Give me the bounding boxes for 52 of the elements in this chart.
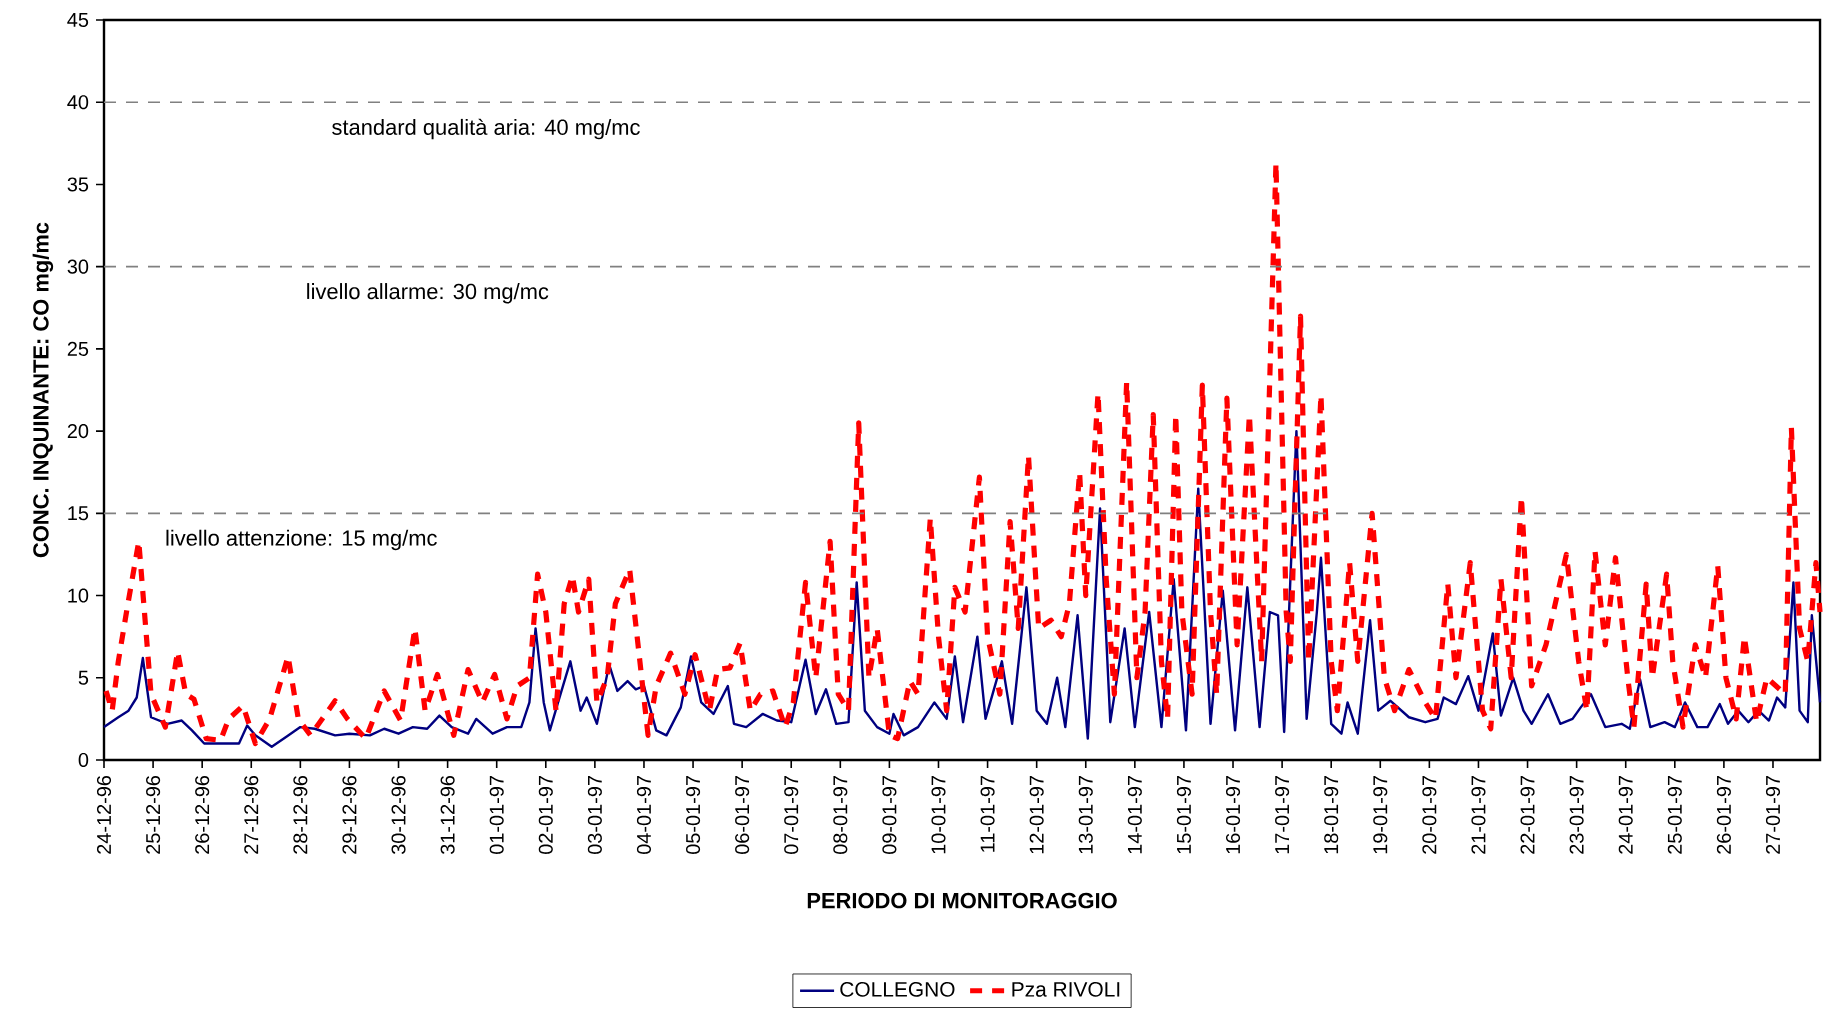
x-tick-label: 05-01-97	[686, 776, 701, 855]
x-tick-label: 20-01-97	[1422, 776, 1437, 854]
x-tick-label: 12-01-97	[1029, 776, 1044, 854]
ref-line-label: standard qualità aria: 40 mg/mc	[332, 118, 640, 140]
y-axis-title: CONC. INQUINANTE: CO mg/mc	[32, 222, 54, 558]
x-tick-label: 15-01-97	[1176, 776, 1191, 854]
y-tick-label: 40	[67, 95, 89, 110]
y-tick-label: 35	[67, 177, 89, 192]
x-tick-label: 25-01-97	[1667, 776, 1682, 854]
y-tick-label: 15	[68, 506, 89, 521]
y-tick-label: 0	[78, 752, 89, 768]
x-tick-label: 26-01-97	[1716, 776, 1731, 854]
x-tick-label: 04-01-97	[636, 776, 652, 855]
x-tick-label: 29-12-96	[342, 775, 357, 854]
x-tick-label: 02-01-97	[538, 776, 553, 855]
y-tick-label: 5	[78, 670, 89, 685]
x-tick-label: 25-12-96	[146, 775, 161, 854]
y-tick-label: 25	[67, 341, 89, 356]
x-tick-label: 23-01-97	[1569, 776, 1584, 854]
y-tick-label: 20	[67, 424, 89, 439]
legend-label: Pza RIVOLI	[1012, 981, 1120, 997]
x-tick-label: 27-01-97	[1765, 776, 1781, 854]
x-tick-label: 31-12-96	[440, 775, 455, 855]
y-tick-label: 30	[67, 259, 89, 274]
x-tick-label: 27-12-96	[244, 775, 259, 854]
x-tick-label: 28-12-96	[293, 775, 308, 854]
x-tick-label: 01-01-97	[489, 776, 504, 855]
x-tick-label: 19-01-97	[1373, 776, 1388, 854]
x-tick-label: 14-01-97	[1127, 776, 1142, 854]
x-tick-label: 09-01-97	[882, 776, 897, 855]
x-tick-label: 11-01-97	[980, 776, 995, 852]
x-tick-label: 16-01-97	[1225, 776, 1241, 854]
x-tick-label: 21-01-97	[1471, 776, 1486, 854]
x-tick-label: 13-01-97	[1078, 776, 1093, 854]
x-tick-label: 22-01-97	[1520, 776, 1535, 854]
x-tick-label: 07-01-97	[784, 776, 799, 855]
y-tick-label: 10	[68, 588, 89, 603]
ref-line-label: livello allarme: 30 mg/mc	[307, 283, 549, 304]
x-tick-label: 10-01-97	[931, 776, 946, 854]
y-tick-label: 45	[67, 13, 89, 27]
x-tick-label: 26-12-96	[195, 775, 210, 854]
x-tick-label: 24-12-96	[96, 775, 112, 854]
x-tick-label: 18-01-97	[1324, 776, 1339, 854]
x-tick-label: 08-01-97	[833, 776, 848, 855]
legend-label: COLLEGNO	[840, 981, 955, 997]
x-tick-label: 30-12-96	[391, 775, 406, 855]
ref-line-label: livello attenzione: 15 mg/mc	[166, 529, 437, 551]
x-tick-label: 06-01-97	[735, 776, 750, 855]
x-tick-label: 24-01-97	[1618, 776, 1633, 854]
x-axis-title: PERIODO DI MONITORAGGIO	[807, 892, 1117, 909]
x-tick-label: 17-01-97	[1275, 776, 1290, 854]
x-tick-label: 03-01-97	[587, 776, 602, 855]
